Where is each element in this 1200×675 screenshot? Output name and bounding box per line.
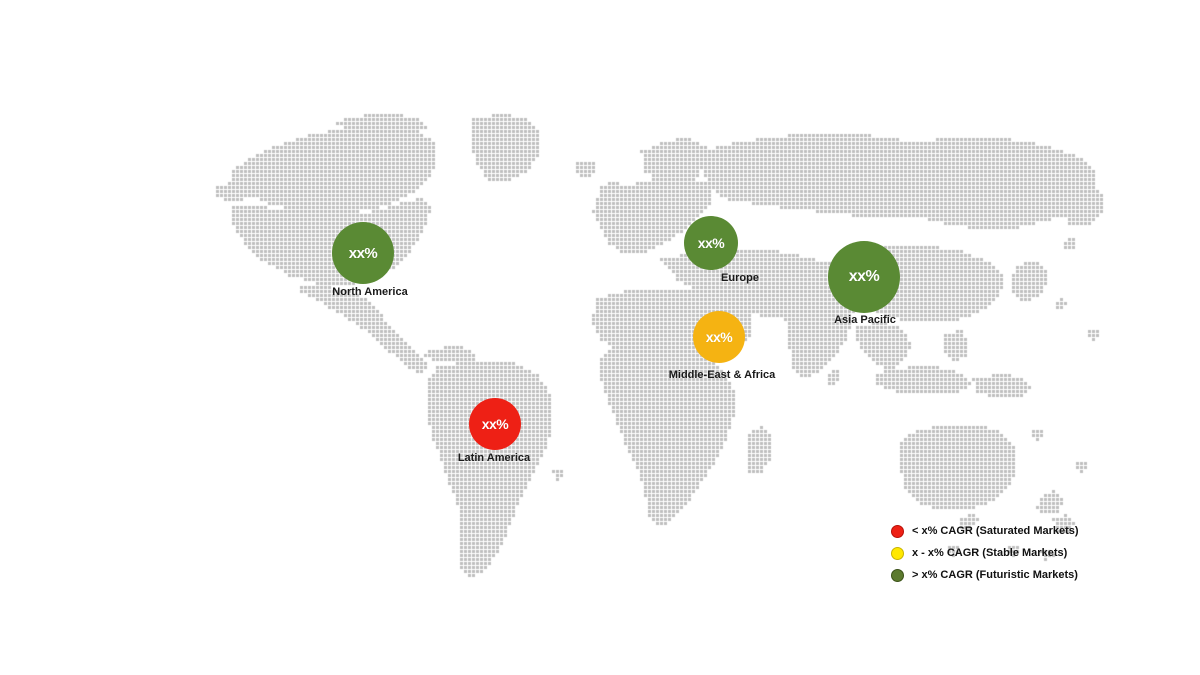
bubble-europe[interactable]: xx% xyxy=(684,216,738,270)
legend-dot-icon-0 xyxy=(891,524,904,538)
legend: < x% CAGR (Saturated Markets) x - x% CAGR… xyxy=(891,520,1091,586)
bubble-value-north-america: xx% xyxy=(348,244,378,262)
bubble-value-middle-east-africa: xx% xyxy=(705,329,733,345)
legend-item-2[interactable]: > x% CAGR (Futuristic Markets) xyxy=(891,564,1091,586)
bubble-asia-pacific[interactable]: xx% xyxy=(828,241,900,313)
bubble-middle-east-africa[interactable]: xx% xyxy=(693,311,745,363)
bubble-value-asia-pacific: xx% xyxy=(848,268,880,285)
legend-item-0[interactable]: < x% CAGR (Saturated Markets) xyxy=(891,520,1091,542)
bubble-value-europe: xx% xyxy=(697,235,725,251)
bubble-latin-america[interactable]: xx% xyxy=(469,398,521,450)
legend-dot-icon-1 xyxy=(891,546,904,560)
region-label-asia-pacific: Asia Pacific xyxy=(834,314,896,326)
legend-label-2: > x% CAGR (Futuristic Markets) xyxy=(912,568,1078,581)
region-label-middle-east-africa: Middle-East & Africa xyxy=(668,369,776,381)
legend-dot-icon-2 xyxy=(891,568,904,582)
region-label-north-america: North America xyxy=(332,286,408,298)
region-label-europe: Europe xyxy=(721,272,759,284)
bubble-north-america[interactable]: xx% xyxy=(332,222,394,284)
legend-item-1[interactable]: x - x% CAGR (Stable Markets) xyxy=(891,542,1091,564)
legend-label-1: x - x% CAGR (Stable Markets) xyxy=(912,546,1068,559)
region-label-latin-america: Latin America xyxy=(457,452,531,464)
bubble-value-latin-america: xx% xyxy=(481,416,509,432)
legend-label-0: < x% CAGR (Saturated Markets) xyxy=(912,524,1079,537)
